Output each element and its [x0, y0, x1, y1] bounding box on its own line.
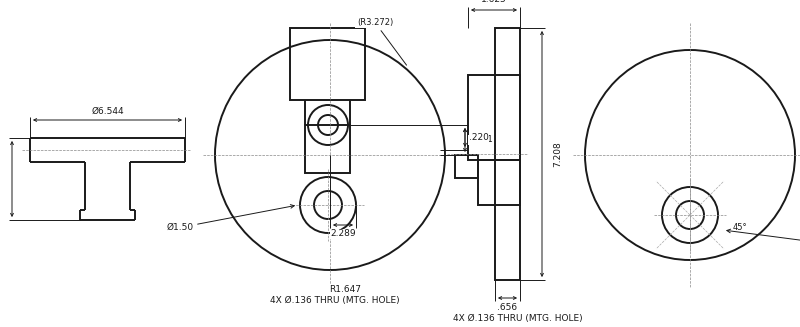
Text: 7.208: 7.208: [554, 141, 562, 167]
Bar: [455, 155, 478, 178]
Text: 45°: 45°: [733, 222, 747, 232]
Text: 4X Ø.136 THRU (MTG. HOLE): 4X Ø.136 THRU (MTG. HOLE): [270, 297, 400, 305]
Text: Ø1.50: Ø1.50: [166, 205, 294, 232]
Text: R1.647: R1.647: [329, 284, 361, 294]
Text: (R3.272): (R3.272): [357, 18, 406, 65]
Text: 2.289: 2.289: [330, 230, 356, 238]
Bar: [305, 125, 350, 173]
Bar: [478, 160, 520, 205]
Text: Ø1.50: Ø1.50: [727, 229, 800, 247]
Bar: [495, 28, 520, 280]
Bar: [468, 75, 520, 160]
Text: 1.661: 1.661: [468, 135, 494, 145]
Text: 1.625: 1.625: [481, 0, 507, 5]
Bar: [290, 28, 365, 100]
Text: Ø6.544: Ø6.544: [91, 107, 124, 115]
Text: 2.392: 2.392: [0, 166, 2, 192]
Text: .220: .220: [469, 133, 489, 142]
Text: .656: .656: [498, 303, 518, 313]
Text: 4X Ø.136 THRU (MTG. HOLE): 4X Ø.136 THRU (MTG. HOLE): [453, 314, 582, 322]
